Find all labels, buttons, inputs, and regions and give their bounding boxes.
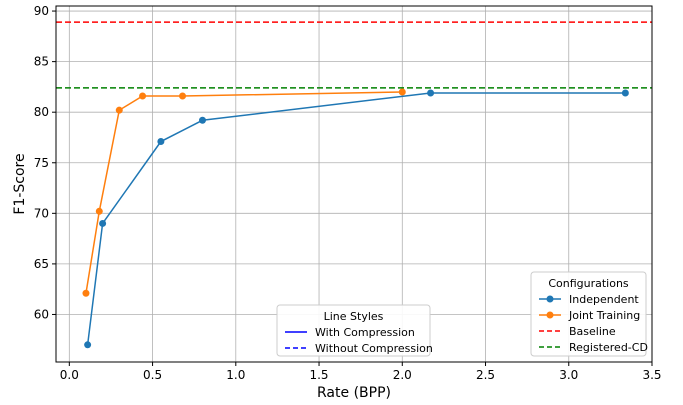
- data-point-independent: [621, 89, 629, 97]
- x-tick-label: 1.5: [309, 368, 328, 382]
- legend-line-styles: [276, 304, 431, 357]
- x-tick-label: 3.0: [559, 368, 578, 382]
- y-tick-label: 65: [34, 257, 49, 271]
- data-point-joint-training: [139, 92, 147, 100]
- data-point-joint-training: [398, 88, 406, 96]
- legend-entry-label: Joint Training: [568, 309, 640, 322]
- series-line-independent: [86, 92, 626, 345]
- y-tick-label: 80: [34, 105, 49, 119]
- y-tick-label: 70: [34, 206, 49, 220]
- data-point-independent: [199, 116, 207, 124]
- legend-entry-label: With Compression: [315, 326, 415, 339]
- x-tick-label: 2.5: [476, 368, 495, 382]
- legend-title: Line Styles: [324, 310, 384, 323]
- legend-entry-label: Without Compression: [315, 342, 433, 355]
- y-tick-label: 75: [34, 156, 49, 170]
- data-point-independent: [99, 219, 107, 227]
- y-tick-label: 90: [34, 4, 49, 18]
- x-tick-label: 0.0: [60, 368, 79, 382]
- x-tick-label: 2.0: [393, 368, 412, 382]
- legend-title: Configurations: [548, 277, 629, 290]
- data-point-joint-training: [95, 207, 103, 215]
- data-point-joint-training: [82, 289, 90, 297]
- data-point-independent: [427, 89, 435, 97]
- y-axis-label: F1-Score: [12, 153, 28, 214]
- y-tick-label: 60: [34, 307, 49, 321]
- x-tick-label: 0.5: [143, 368, 162, 382]
- data-point-independent: [157, 138, 165, 146]
- x-tick-label: 3.5: [642, 368, 661, 382]
- legend-configurations: [530, 271, 647, 357]
- legend-handle-marker: [546, 295, 554, 303]
- data-point-joint-training: [115, 106, 123, 114]
- data-point-independent: [84, 341, 92, 349]
- legend-entry-label: Baseline: [569, 325, 616, 338]
- x-tick-label: 1.0: [226, 368, 245, 382]
- legend-entry-label: Independent: [569, 293, 639, 306]
- data-point-joint-training: [179, 92, 187, 100]
- x-axis-label: Rate (BPP): [317, 385, 391, 401]
- legend-entry-label: Registered-CD: [569, 341, 648, 354]
- y-tick-label: 85: [34, 55, 49, 69]
- legend-handle-marker: [546, 311, 554, 319]
- series-line-joint-training: [85, 91, 403, 294]
- plot-frame: [55, 5, 653, 363]
